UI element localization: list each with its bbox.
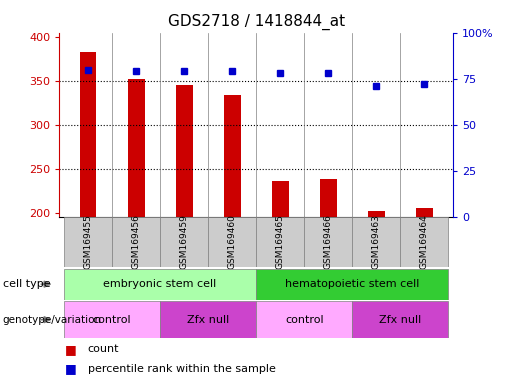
Bar bbox=[400, 217, 449, 267]
Text: cell type: cell type bbox=[3, 279, 50, 289]
Text: ■: ■ bbox=[64, 343, 76, 356]
Bar bbox=[160, 301, 256, 338]
Bar bbox=[176, 85, 193, 217]
Text: GSM169455: GSM169455 bbox=[83, 215, 93, 269]
Bar bbox=[352, 301, 449, 338]
Text: hematopoietic stem cell: hematopoietic stem cell bbox=[285, 279, 420, 289]
Text: Zfx null: Zfx null bbox=[187, 314, 229, 325]
Title: GDS2718 / 1418844_at: GDS2718 / 1418844_at bbox=[168, 14, 345, 30]
Bar bbox=[320, 179, 337, 217]
Text: GSM169463: GSM169463 bbox=[372, 215, 381, 269]
Text: GSM169464: GSM169464 bbox=[420, 215, 429, 269]
Bar bbox=[208, 217, 256, 267]
Bar bbox=[64, 301, 160, 338]
Bar bbox=[64, 217, 112, 267]
Bar bbox=[352, 217, 400, 267]
Text: Zfx null: Zfx null bbox=[379, 314, 421, 325]
Text: control: control bbox=[285, 314, 323, 325]
Text: control: control bbox=[93, 314, 131, 325]
Bar bbox=[256, 301, 352, 338]
Bar bbox=[416, 208, 433, 217]
Bar bbox=[80, 52, 96, 217]
Text: GSM169460: GSM169460 bbox=[228, 215, 237, 269]
Bar bbox=[272, 181, 288, 217]
Text: genotype/variation: genotype/variation bbox=[3, 314, 101, 325]
Bar bbox=[368, 211, 385, 217]
Text: GSM169456: GSM169456 bbox=[132, 215, 141, 269]
Bar bbox=[224, 95, 241, 217]
Bar bbox=[112, 217, 160, 267]
Text: count: count bbox=[88, 344, 119, 354]
Text: GSM169465: GSM169465 bbox=[276, 215, 285, 269]
Text: percentile rank within the sample: percentile rank within the sample bbox=[88, 364, 276, 374]
Text: ■: ■ bbox=[64, 362, 76, 375]
Bar bbox=[256, 269, 449, 300]
Bar bbox=[160, 217, 208, 267]
Text: embryonic stem cell: embryonic stem cell bbox=[104, 279, 217, 289]
Bar bbox=[64, 269, 256, 300]
Text: GSM169459: GSM169459 bbox=[180, 215, 188, 269]
Bar bbox=[128, 79, 145, 217]
Bar bbox=[256, 217, 304, 267]
Bar bbox=[304, 217, 352, 267]
Text: GSM169466: GSM169466 bbox=[324, 215, 333, 269]
